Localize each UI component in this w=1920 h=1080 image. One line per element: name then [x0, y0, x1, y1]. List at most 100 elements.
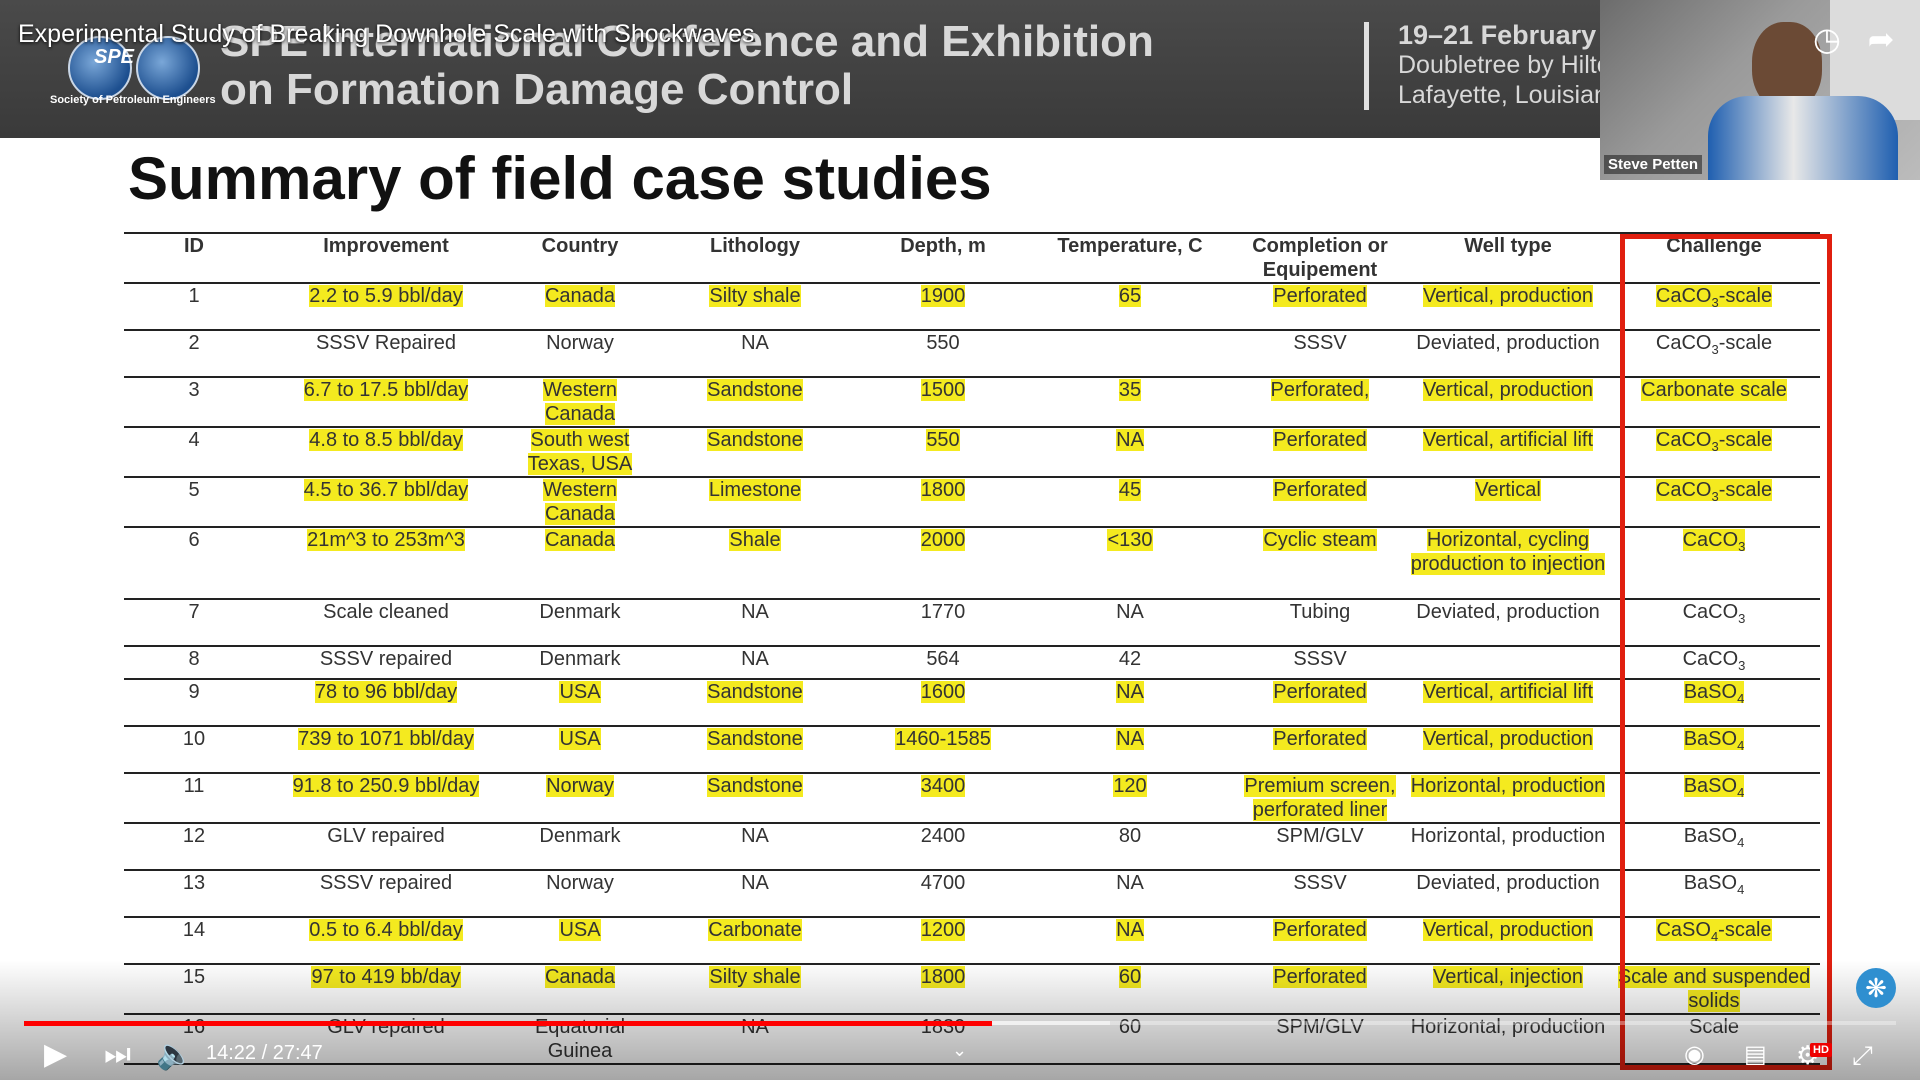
cell-well: Vertical, production	[1408, 283, 1608, 330]
challenge-suffix: -scale	[1718, 479, 1773, 501]
cell-text: 1460-1585	[895, 728, 991, 750]
progress-played[interactable]	[24, 1021, 992, 1026]
cell-id: 1	[124, 283, 264, 330]
cell-text: 2000	[920, 529, 966, 551]
column-header: Depth, m	[900, 235, 986, 257]
cell-improvement: 21m^3 to 253m^3	[264, 527, 508, 599]
table-row: 9 78 to 96 bbl/day USA Sandstone 1600 NA Perfo…	[124, 679, 1820, 726]
cell-text: Perforated,	[1270, 379, 1370, 401]
cell-text: NA	[741, 872, 769, 894]
cell-temperature: 45	[1028, 477, 1232, 527]
conference-title: SPE International Conference and Exhibit…	[220, 18, 1154, 114]
table-row: 4 4.8 to 8.5 bbl/day South west Texas, USA…	[124, 427, 1820, 477]
cell-text: Canada	[544, 966, 616, 988]
cell-lithology: Limestone	[652, 477, 858, 527]
cell-challenge: Carbonate scale	[1608, 377, 1820, 427]
cell-text: 78 to 96 bbl/day	[314, 681, 458, 703]
cell-lithology: Silty shale	[652, 964, 858, 1014]
subtitles-icon[interactable]: ▤	[1744, 1041, 1767, 1068]
table-row: 15 97 to 419 bb/day Canada Silty shale 1800 6…	[124, 964, 1820, 1014]
cell-challenge: CaCO3-scale	[1608, 330, 1820, 377]
challenge-base: BaSO	[1683, 872, 1738, 894]
cell-completion: Perforated	[1232, 427, 1408, 477]
challenge-base: BaSO	[1683, 681, 1738, 703]
column-header: ID	[184, 235, 204, 257]
challenge-base: CaSO	[1656, 919, 1711, 941]
cell-text: Shale	[729, 529, 781, 551]
cell-temperature: NA	[1028, 726, 1232, 773]
cell-text: 1800	[920, 479, 966, 501]
cell-country: USA	[508, 917, 652, 964]
watch-later-icon[interactable]: ◷	[1813, 21, 1841, 57]
share-icon[interactable]: ➦	[1867, 21, 1895, 57]
challenge-base: BaSO	[1683, 775, 1738, 797]
cell-country: Western Canada	[508, 477, 652, 527]
cell-depth: 1500	[858, 377, 1028, 427]
cell-country: Canada	[508, 527, 652, 599]
cell-challenge: CaCO3-scale	[1608, 477, 1820, 527]
cell-challenge: BaSO4	[1608, 823, 1820, 870]
cell-text: 4.8 to 8.5 bbl/day	[309, 429, 463, 451]
cell-lithology: Carbonate	[652, 917, 858, 964]
cell-challenge: CaSO4-scale	[1608, 917, 1820, 964]
cell-text: 5	[188, 479, 200, 501]
cell-id: 14	[124, 917, 264, 964]
cell-text: 14	[182, 919, 206, 941]
cell-text: SSSV Repaired	[315, 332, 457, 354]
spe-logo: SPE Society of Petroleum Engineers	[48, 30, 216, 110]
challenge-subscript: 4	[1737, 738, 1745, 753]
cell-well: Deviated, production	[1408, 599, 1608, 646]
cell-id: 12	[124, 823, 264, 870]
cell-lithology: Sandstone	[652, 726, 858, 773]
cell-text: SSSV	[1293, 872, 1347, 894]
cell-text: 6.7 to 17.5 bbl/day	[303, 379, 469, 401]
hd-badge: HD	[1810, 1043, 1832, 1057]
next-icon[interactable]: ⏭	[104, 1038, 131, 1071]
cell-text: Sandstone	[707, 379, 803, 401]
spe-society-name: Society of Petroleum Engineers	[50, 94, 216, 106]
cell-id: 4	[124, 427, 264, 477]
cell-well: Vertical, injection	[1408, 964, 1608, 1014]
table-header-row: ID Improvement Country Lithology Depth, m Tem…	[124, 233, 1820, 283]
cell-improvement: SSSV Repaired	[264, 330, 508, 377]
autoplay-toggle-icon[interactable]: ◉	[1684, 1041, 1705, 1068]
challenge-text: CaCO3-scale	[1655, 479, 1773, 504]
volume-icon[interactable]: 🔈	[156, 1038, 194, 1071]
cell-text: 739 to 1071 bbl/day	[298, 728, 474, 750]
cell-text: Perforated	[1273, 429, 1367, 451]
cell-text: 120	[1113, 775, 1147, 797]
cell-text: Horizontal, production	[1410, 775, 1606, 797]
cell-lithology: Sandstone	[652, 427, 858, 477]
cell-text: 7	[188, 601, 200, 623]
channel-watermark-icon[interactable]: ❋	[1856, 968, 1896, 1008]
cell-text: 60	[1118, 966, 1142, 988]
challenge-text: CaCO3	[1683, 601, 1746, 626]
cell-text: Deviated, production	[1416, 332, 1600, 354]
cell-country: Norway	[508, 773, 652, 823]
table-row: 7 Scale cleaned Denmark NA 1770 NA Tubing Devia…	[124, 599, 1820, 646]
cell-lithology: Sandstone	[652, 679, 858, 726]
cell-country: Norway	[508, 870, 652, 917]
challenge-suffix: -scale	[1718, 919, 1772, 941]
cell-lithology: Silty shale	[652, 283, 858, 330]
cell-text: NA	[1116, 919, 1144, 941]
play-icon[interactable]: ▶	[44, 1038, 68, 1071]
video-title[interactable]: Experimental Study of Breaking Downhole …	[18, 20, 755, 48]
cell-id: 9	[124, 679, 264, 726]
cell-text: 550	[926, 332, 960, 354]
cell-depth: 1200	[858, 917, 1028, 964]
cell-text: Premium screen, perforated liner	[1244, 775, 1396, 821]
cell-country: Denmark	[508, 823, 652, 870]
cell-text: SSSV repaired	[319, 648, 453, 670]
cell-text: Denmark	[539, 601, 621, 623]
exit-fullscreen-icon[interactable]: ⤢	[1852, 1040, 1873, 1070]
table-row: 11 91.8 to 250.9 bbl/day Norway Sandstone 34…	[124, 773, 1820, 823]
cell-challenge: CaCO3	[1608, 527, 1820, 599]
cell-text: Vertical, production	[1422, 379, 1594, 401]
challenge-base: Scale	[1689, 1016, 1739, 1038]
challenge-base: CaCO	[1682, 529, 1739, 551]
cell-text: Cyclic steam	[1263, 529, 1377, 551]
challenge-text: BaSO4	[1683, 775, 1745, 800]
chevron-down-icon[interactable]: ⌄	[952, 1040, 968, 1060]
cell-text: Silty shale	[709, 966, 801, 988]
